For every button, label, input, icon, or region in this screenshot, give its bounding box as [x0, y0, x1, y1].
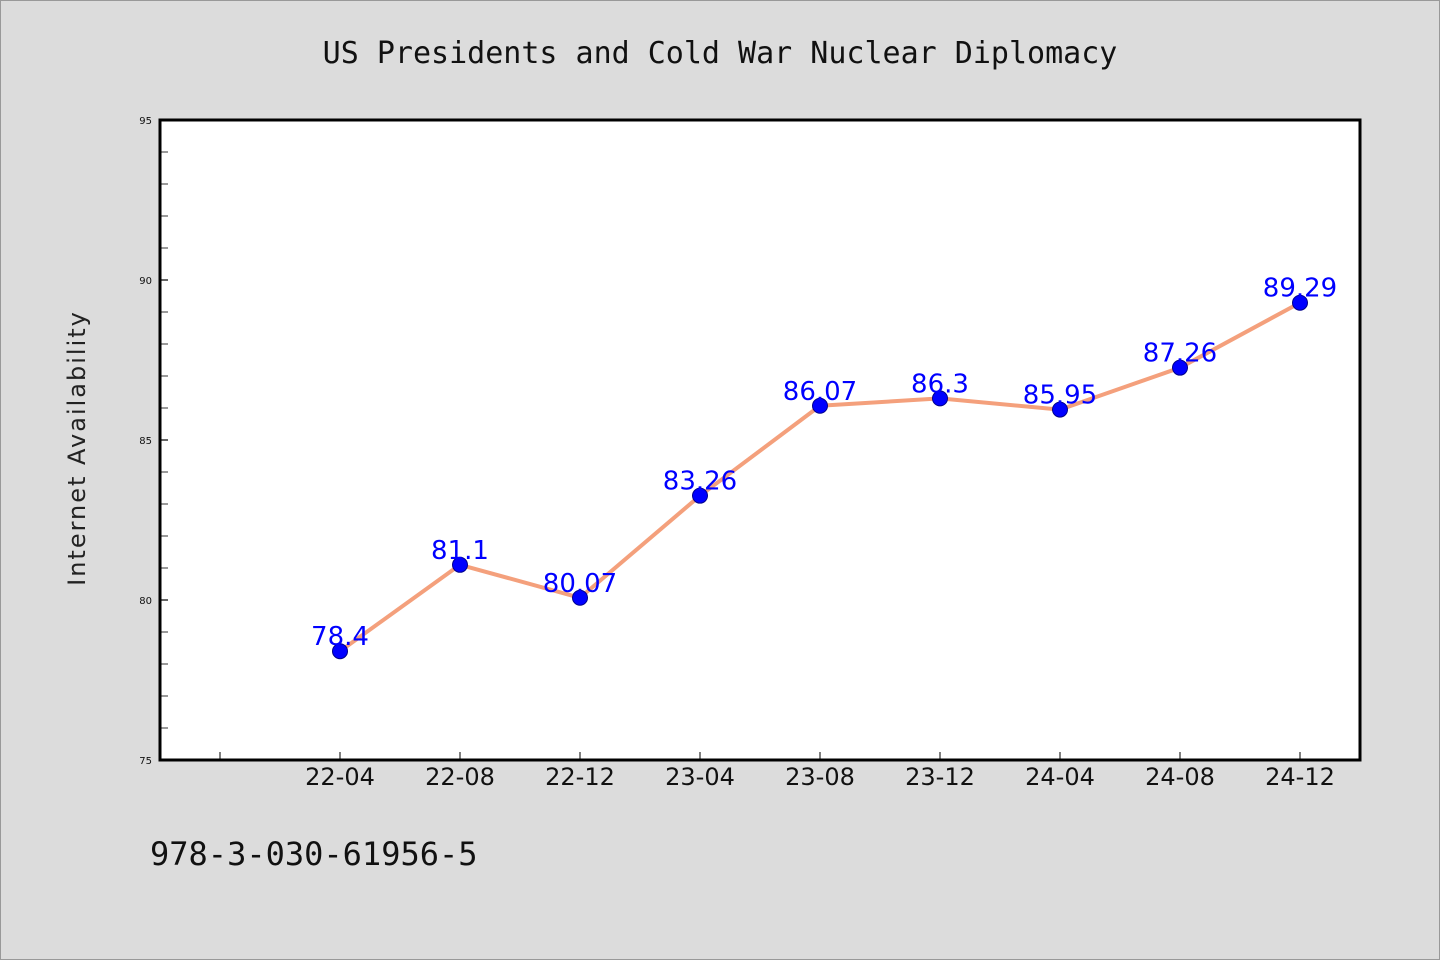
data-point [332, 643, 348, 660]
chart-title: US Presidents and Cold War Nuclear Diplo… [323, 36, 1118, 71]
x-tick-label: 24-04 [1025, 763, 1095, 791]
data-point [452, 556, 468, 573]
data-label: 89.29 [1263, 274, 1337, 304]
data-label: 87.26 [1143, 339, 1217, 369]
x-tick-label: 24-08 [1145, 763, 1215, 791]
x-tick-label: 24-12 [1265, 763, 1335, 791]
y-tick-label: 85 [139, 436, 152, 447]
x-tick-label: 23-08 [785, 763, 855, 791]
data-label: 85.95 [1023, 381, 1097, 411]
y-axis-label: Internet Availability [63, 310, 91, 586]
data-point [692, 487, 708, 504]
data-point [1172, 359, 1188, 376]
x-tick-label: 23-12 [905, 763, 975, 791]
y-tick-label: 75 [139, 756, 152, 767]
data-point [932, 390, 948, 407]
x-axis-ticks: 22-04 22-08 22-12 23-04 23-08 23-12 24-04 24-08… [219, 752, 1335, 791]
y-tick-label: 95 [139, 116, 152, 127]
data-label: 83.26 [663, 467, 737, 497]
data-label: 86.07 [783, 377, 857, 407]
y-tick-label: 90 [139, 276, 152, 287]
x-tick-label: 22-12 [545, 763, 615, 791]
data-label: 78.4 [311, 622, 369, 652]
x-tick-label: 23-04 [665, 763, 735, 791]
x-tick-label: 22-04 [305, 763, 375, 791]
data-label: 80.07 [543, 569, 617, 599]
y-tick-label: 80 [139, 596, 152, 607]
x-tick-label: 22-08 [425, 763, 495, 791]
y-axis-ticks: 75 80 85 90 95 [139, 116, 168, 767]
data-point [1052, 401, 1068, 418]
data-point [812, 397, 828, 414]
data-labels: 78.4 81.1 80.07 83.26 86.07 86.3 85.95 87.26 89.… [311, 274, 1337, 652]
data-point [1292, 294, 1308, 311]
plot-area [158, 118, 1362, 762]
data-point [572, 589, 588, 606]
data-label: 86.3 [911, 369, 969, 399]
isbn-text: 978-3-030-61956-5 [150, 835, 478, 873]
data-label: 81.1 [431, 536, 489, 566]
series-markers [332, 294, 1308, 660]
